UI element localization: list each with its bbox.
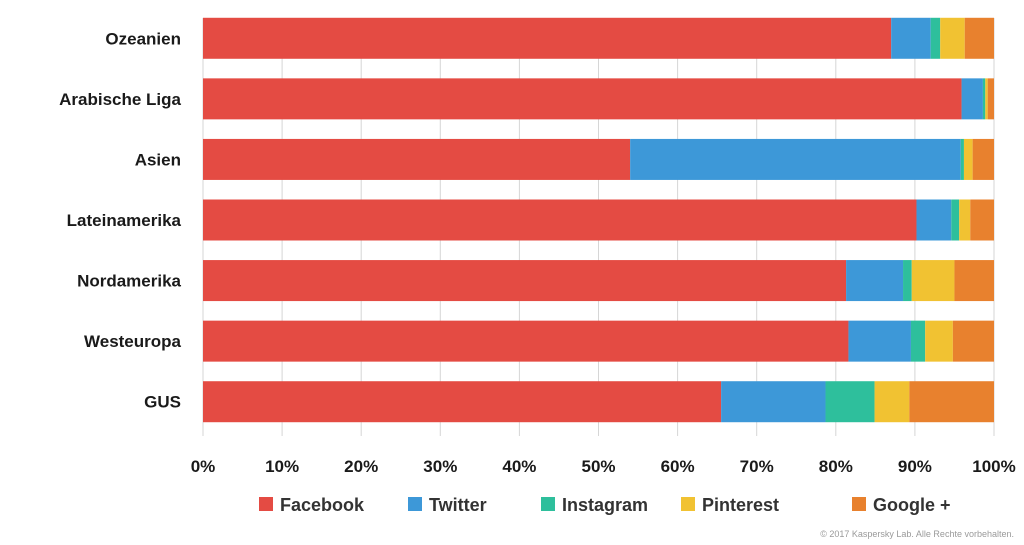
bar-segment-twitter [721, 381, 826, 423]
category-label: Arabische Liga [59, 90, 181, 109]
x-tick-label: 30% [423, 457, 457, 476]
category-label: GUS [144, 393, 181, 412]
category-label: Westeuropa [84, 332, 182, 351]
bar-segment-pinterest [925, 320, 953, 362]
legend-swatch [259, 497, 273, 511]
legend-label: Facebook [280, 495, 365, 515]
x-tick-label: 70% [740, 457, 774, 476]
x-tick-label: 80% [819, 457, 853, 476]
bar-segment-facebook [203, 320, 849, 362]
bar-segment-pinterest [874, 381, 910, 423]
bar-segments [203, 17, 994, 423]
bar-segment-pinterest [963, 138, 973, 180]
bar-segment-facebook [203, 260, 847, 302]
bar-segment-pinterest [959, 199, 971, 241]
bar-segment-google [987, 78, 994, 120]
bar-segment-google [954, 260, 994, 302]
legend-swatch [681, 497, 695, 511]
category-label: Asien [135, 150, 181, 169]
bar-segment-instagram [825, 381, 875, 423]
x-tick-label: 100% [972, 457, 1015, 476]
bar-segment-facebook [203, 17, 892, 59]
bar-segment-google [972, 138, 994, 180]
bar-segment-google [909, 381, 994, 423]
bar-segment-twitter [848, 320, 911, 362]
x-tick-label: 20% [344, 457, 378, 476]
copyright-notice: © 2017 Kaspersky Lab. Alle Rechte vorbeh… [820, 529, 1014, 539]
bar-segment-instagram [903, 260, 912, 302]
bar-segment-google [952, 320, 994, 362]
bar-segment-instagram [930, 17, 941, 59]
x-tick-label: 90% [898, 457, 932, 476]
bar-segment-instagram [910, 320, 926, 362]
bar-segment-facebook [203, 138, 631, 180]
bar-segment-instagram [960, 138, 964, 180]
legend-label: Instagram [562, 495, 648, 515]
bar-segment-twitter [916, 199, 952, 241]
x-tick-label: 40% [502, 457, 536, 476]
x-tick-label: 10% [265, 457, 299, 476]
category-label: Ozeanien [105, 29, 181, 48]
legend-swatch [408, 497, 422, 511]
bar-segment-google [964, 17, 994, 59]
x-tick-labels: 0% 10% 20% 30% 40% 50% 60% 70% 80% 90% 100% [191, 457, 1016, 476]
bar-segment-facebook [203, 199, 917, 241]
bar-segment-instagram [951, 199, 960, 241]
legend-swatch [852, 497, 866, 511]
bar-segment-pinterest [940, 17, 965, 59]
bar-segment-twitter [891, 17, 931, 59]
category-labels: Ozeanien Arabische Liga Asien Lateinamerika… [59, 29, 181, 411]
legend-label: Twitter [429, 495, 487, 515]
bar-segment-instagram [982, 78, 986, 120]
category-label: Lateinamerika [67, 211, 182, 230]
legend-label: Pinterest [702, 495, 779, 515]
legend-label: Google + [873, 495, 951, 515]
legend: Facebook Twitter Instagram Pinterest Google … [259, 495, 951, 515]
x-tick-label: 0% [191, 457, 216, 476]
bar-segment-twitter [846, 260, 904, 302]
bar-segment-pinterest [911, 260, 955, 302]
x-tick-label: 50% [581, 457, 615, 476]
bar-segment-twitter [630, 138, 961, 180]
bar-segment-google [970, 199, 994, 241]
x-tick-label: 60% [661, 457, 695, 476]
category-label: Nordamerika [77, 272, 181, 291]
bar-segment-facebook [203, 78, 962, 120]
bar-segment-twitter [961, 78, 983, 120]
bar-segment-facebook [203, 381, 722, 423]
bar-segment-pinterest [985, 78, 988, 120]
legend-swatch [541, 497, 555, 511]
